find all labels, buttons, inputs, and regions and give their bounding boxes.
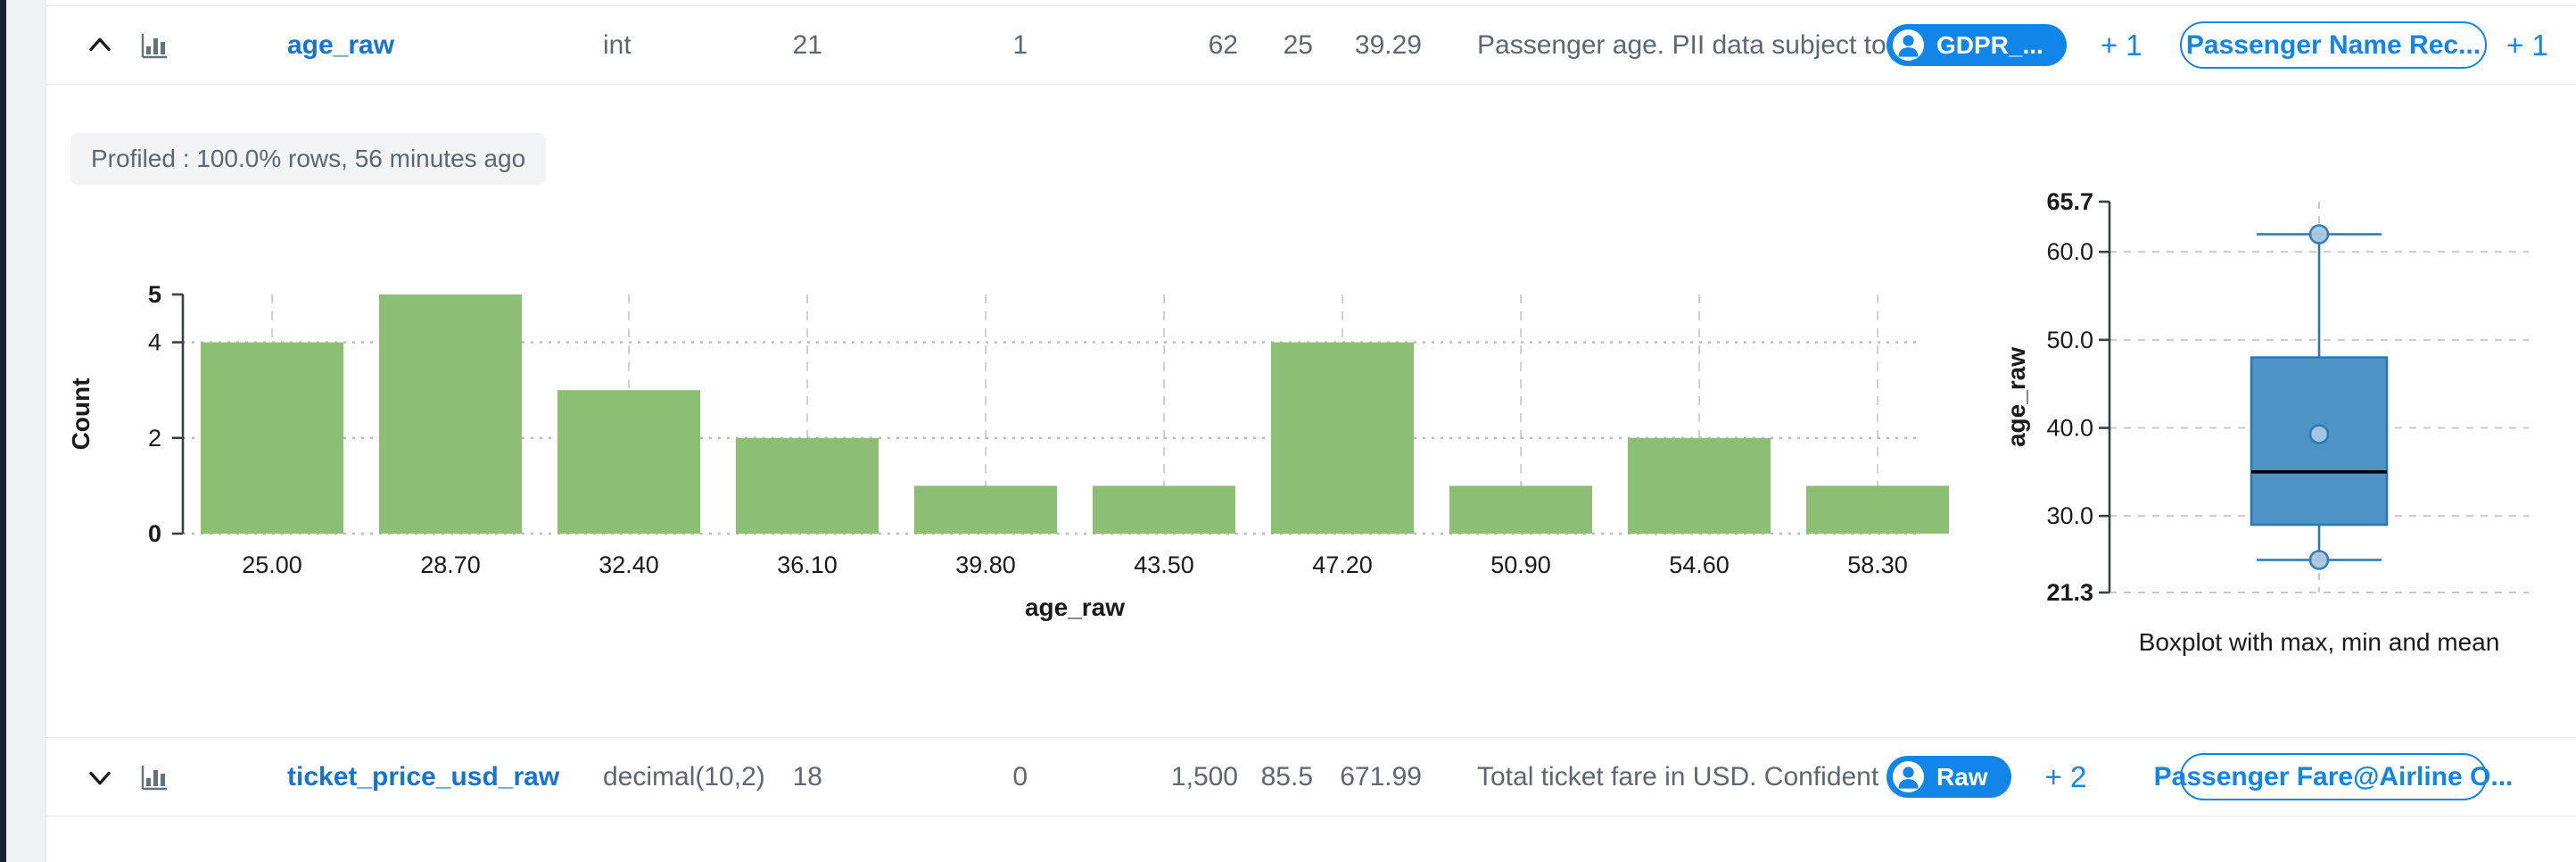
x-tick-label: 39.80 [955,551,1016,578]
x-tick-label: 47.20 [1312,551,1373,578]
tag-more-count[interactable]: + 2 [2044,759,2087,793]
max-marker [2308,224,2330,245]
description-text: Total ticket fare in USD. Confident [1477,761,1879,792]
table-row-ticket-price-usd-raw: ticket_price_usd_raw decimal(10,2) 18 0 … [46,737,2576,816]
description-text: Passenger age. PII data subject to [1477,29,1887,60]
mean-value: 39.29 [1354,29,1422,60]
x-tick-label: 50.90 [1490,551,1551,578]
left-gutter [6,0,46,862]
histogram-plot: 0 2 4 5 25.00 28.70 32.40 36.10 39.80 43.50 47.20 5… [67,281,1949,621]
expand-button[interactable] [80,738,120,816]
collapse-button[interactable] [80,6,120,84]
histogram-type-icon [134,6,173,84]
max-value: 1,500 [1170,761,1238,792]
y-tick-label: 4 [148,329,161,356]
x-axis-title: age_raw [1025,593,1125,621]
max-value: 62 [1208,29,1238,60]
term-more-cell: + 1 [2506,6,2548,84]
histogram-bar [1093,485,1235,534]
tag-label: Raw [1936,762,1988,791]
histogram-bar [379,294,522,534]
term-cell: Passenger Name Rec... [2180,6,2487,84]
bar-chart-icon [141,765,167,790]
x-tick-label: 25.00 [242,551,302,578]
data-type: int [603,29,632,60]
x-tick-label: 28.70 [420,551,481,578]
column-name-link[interactable]: ticket_price_usd_raw [287,761,560,792]
missing-count: 1 [1012,29,1028,60]
histogram-bar [201,342,343,534]
y-tick-label: 30.0 [2046,502,2093,529]
min-value: 25 [1283,29,1313,60]
tag-pill[interactable]: GDPR_... [1887,24,2067,66]
histogram-bar [1271,342,1414,534]
user-avatar-icon [1893,29,1924,61]
table-row-age-raw: age_raw int 21 1 62 25 39.29 Passenger a… [46,5,2576,85]
min-value: 85.5 [1260,761,1313,792]
histogram-bar [1806,485,1949,534]
y-tick-label: 40.0 [2046,415,2093,442]
columns-table: age_raw int 21 1 62 25 39.29 Passenger a… [46,0,2576,862]
x-tick-label: 32.40 [599,551,659,578]
histogram-bar [1449,485,1592,534]
missing-count: 0 [1012,761,1028,792]
description: Total ticket fare in USD. Confident ... [1477,738,1896,816]
y-tick-label: 65.7 [2046,188,2093,215]
y-axis-title: Count [67,378,95,451]
x-tick-label: 58.30 [1847,551,1908,578]
histogram-bar [914,485,1057,534]
histogram-chart: 0 2 4 5 25.00 28.70 32.40 36.10 39.80 43.50 47.20 5… [67,281,1949,621]
boxplot-plot: 21.3 30.0 40.0 50.0 60.0 65.7 age_raw Boxplot w… [2002,188,2529,656]
data-type: decimal(10,2) [603,761,765,792]
y-tick-label: 60.0 [2046,238,2093,265]
y-tick-label: 50.0 [2046,327,2093,353]
profiling-panel: Profiled : 100.0% rows, 56 minutes ago 0… [46,85,2576,737]
y-tick-label: 21.3 [2046,579,2093,606]
tag-pill[interactable]: Raw [1887,756,2011,798]
y-tick-label: 5 [148,281,161,308]
chevron-down-icon [89,771,111,784]
mean-value: 671.99 [1340,761,1422,792]
term-more-count[interactable]: + 1 [2506,28,2548,62]
distinct-count: 21 [792,29,822,60]
left-dark-rail [0,0,6,862]
profiled-status-badge: Profiled : 100.0% rows, 56 minutes ago [70,133,547,185]
business-term-pill[interactable]: Passenger Name Rec... [2180,21,2487,69]
chevron-up-icon [89,37,111,51]
term-cell: Passenger Fare@Airline O... [2154,738,2513,816]
description: Passenger age. PII data subject to ... [1477,6,1896,84]
bar-chart-icon [141,33,167,58]
tag-more-count[interactable]: + 1 [2100,28,2143,62]
histogram-type-icon [134,738,173,816]
y-tick-label: 0 [148,520,161,547]
boxplot-caption: Boxplot with max, min and mean [2139,628,2500,656]
histogram-bar [557,390,700,534]
min-marker [2308,550,2330,570]
user-avatar-icon [1893,761,1924,792]
histogram-bar [1628,437,1771,534]
x-tick-label: 36.10 [777,551,838,578]
y-axis-title: age_raw [2002,347,2030,447]
mean-marker [2308,424,2330,444]
tag-label: GDPR_... [1936,30,2043,59]
histogram-bar [736,437,879,534]
tags-cell: Raw + 2 [1887,738,2086,816]
tags-cell: GDPR_... + 1 [1887,6,2143,84]
y-tick-label: 2 [148,425,161,452]
column-name-link[interactable]: age_raw [287,29,395,60]
boxplot-chart: 21.3 30.0 40.0 50.0 60.0 65.7 age_raw Boxplot w… [2002,188,2529,656]
distinct-count: 18 [792,761,822,792]
x-tick-label: 54.60 [1669,551,1730,578]
x-tick-label: 43.50 [1134,551,1194,578]
business-term-pill[interactable]: Passenger Fare@Airline O... [2154,753,2513,800]
